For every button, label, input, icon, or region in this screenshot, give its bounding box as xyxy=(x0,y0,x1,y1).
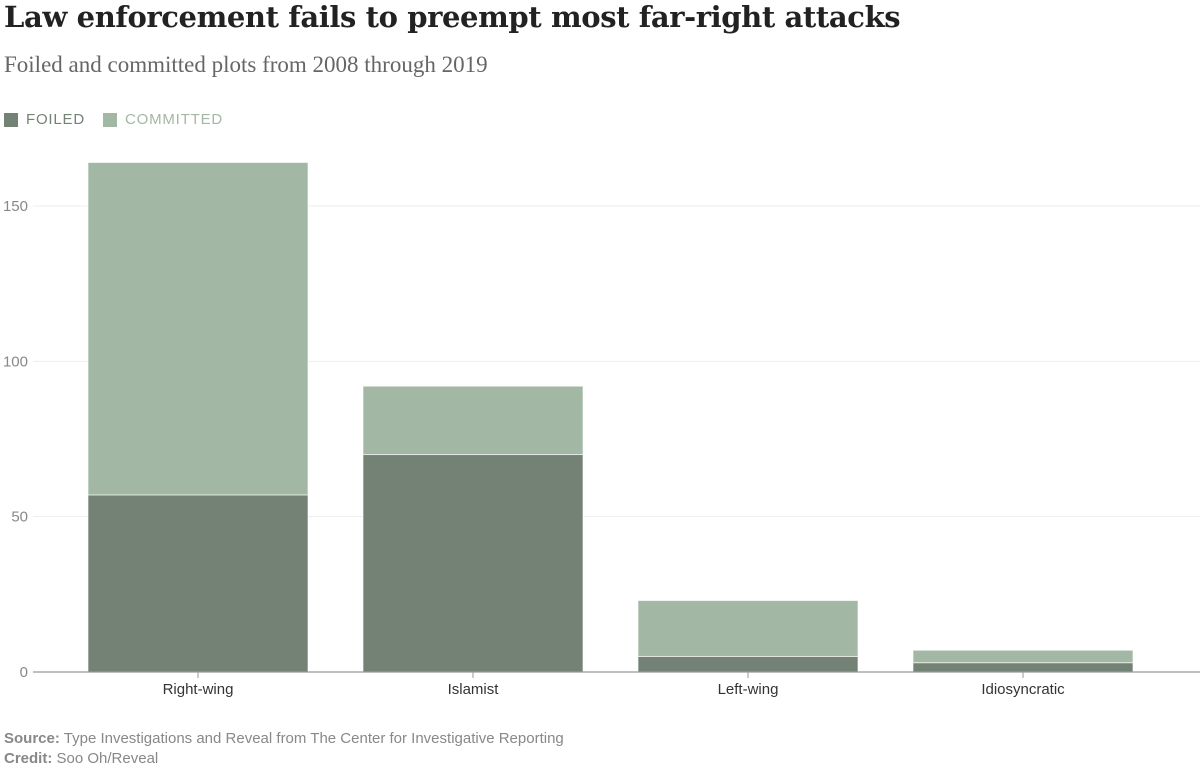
footer: Source: Type Investigations and Reveal f… xyxy=(4,729,564,769)
legend: FOILED COMMITTED xyxy=(4,111,241,128)
x-tick-label: Left-wing xyxy=(718,681,779,698)
bar-committed xyxy=(362,385,584,456)
credit-line: Credit: Soo Oh/Reveal xyxy=(4,749,564,769)
chart-subtitle: Foiled and committed plots from 2008 thr… xyxy=(4,52,488,77)
bar-foiled xyxy=(362,454,584,673)
credit-label: Credit: xyxy=(4,750,53,767)
bar-foiled xyxy=(637,655,859,673)
x-tick-label: Idiosyncratic xyxy=(981,681,1065,698)
bar-foiled xyxy=(912,662,1134,673)
legend-item-foiled: FOILED xyxy=(4,111,85,128)
bar-committed xyxy=(912,649,1134,664)
y-tick-label: 150 xyxy=(3,198,28,215)
credit-text: Soo Oh/Reveal xyxy=(56,750,159,767)
legend-label-committed: COMMITTED xyxy=(124,111,224,128)
x-tick-label: Islamist xyxy=(448,681,500,698)
x-tick-label: Right-wing xyxy=(163,681,234,698)
y-tick-label: 50 xyxy=(11,509,28,526)
legend-label-foiled: FOILED xyxy=(26,111,85,128)
chart-title: Law enforcement fails to preempt most fa… xyxy=(4,0,901,34)
source-label: Source: xyxy=(4,730,60,747)
source-line: Source: Type Investigations and Reveal f… xyxy=(4,729,564,749)
y-tick-label: 0 xyxy=(20,664,28,681)
bar-foiled xyxy=(87,494,309,673)
y-tick-label: 100 xyxy=(3,353,28,370)
chart-plot: 0 50 100 150 Right-wing Islamist Left-wing Idio… xyxy=(3,162,1200,698)
bar-committed xyxy=(87,162,309,496)
source-text: Type Investigations and Reveal from The … xyxy=(63,730,564,747)
legend-swatch-foiled xyxy=(4,112,18,127)
bar-committed xyxy=(637,600,859,657)
legend-item-committed: COMMITTED xyxy=(102,111,224,128)
legend-swatch-committed xyxy=(102,112,117,127)
